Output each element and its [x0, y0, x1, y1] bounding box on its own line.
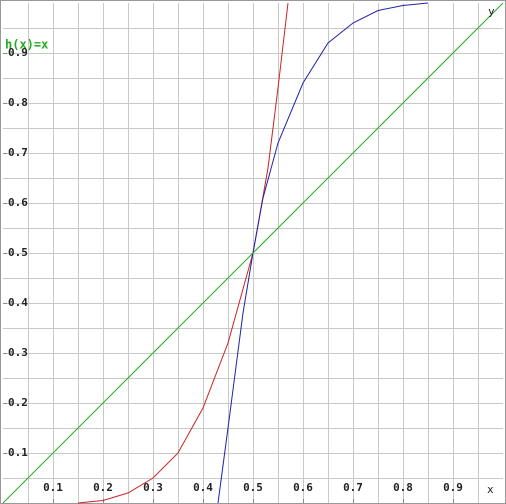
y-tick-label: 0.1: [8, 446, 28, 459]
x-tick-label: 0.1: [43, 481, 63, 494]
y-tick-label: 0.6: [8, 196, 28, 209]
y-axis-label: y: [488, 5, 495, 18]
y-tick-label: 0.4: [8, 296, 28, 309]
y-tick-label: 0.3: [8, 346, 28, 359]
x-tick-label: 0.7: [343, 481, 363, 494]
x-tick-label: 0.6: [293, 481, 313, 494]
y-tick-label: 0.8: [8, 96, 28, 109]
y-tick-label: 0.2: [8, 396, 28, 409]
x-tick-label: 0.9: [443, 481, 463, 494]
x-tick-label: 0.4: [193, 481, 213, 494]
y-tick-label: 0.7: [8, 146, 28, 159]
annotation: h(x)=x: [5, 38, 48, 52]
x-tick-label: 0.8: [393, 481, 413, 494]
x-axis-label: x: [487, 483, 494, 496]
x-tick-label: 0.5: [243, 481, 263, 494]
y-tick-label: 0.5: [8, 246, 28, 259]
y-tick-label: 0.9: [8, 46, 28, 59]
x-tick-label: 0.2: [93, 481, 113, 494]
x-tick-label: 0.3: [143, 481, 163, 494]
curve: [217, 2, 429, 504]
curve: [77, 2, 289, 504]
